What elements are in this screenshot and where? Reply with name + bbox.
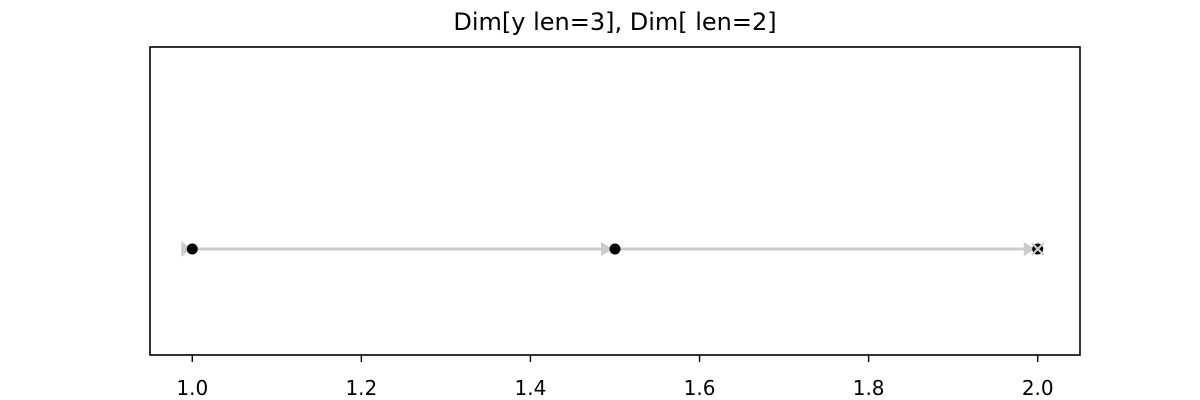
x-tick-label: 1.2 bbox=[345, 376, 377, 400]
x-axis: 1.0 1.2 1.4 1.6 1.8 2.0 bbox=[176, 355, 1054, 400]
x-tick-label: 1.0 bbox=[176, 376, 208, 400]
start-marker bbox=[181, 241, 192, 257]
chart-title: Dim[y len=3], Dim[ len=2] bbox=[453, 8, 776, 36]
plot-area bbox=[149, 46, 1081, 356]
arrow-head bbox=[601, 242, 613, 256]
x-tick-label: 1.4 bbox=[515, 376, 547, 400]
x-tick-label: 2.0 bbox=[1022, 376, 1054, 400]
arrow-head bbox=[1023, 242, 1036, 256]
series-layer bbox=[181, 241, 1045, 257]
data-point bbox=[609, 243, 621, 255]
data-point bbox=[186, 243, 198, 255]
end-x-marker bbox=[1030, 242, 1045, 256]
x-tick-label: 1.8 bbox=[853, 376, 885, 400]
x-tick-label: 1.6 bbox=[684, 376, 716, 400]
